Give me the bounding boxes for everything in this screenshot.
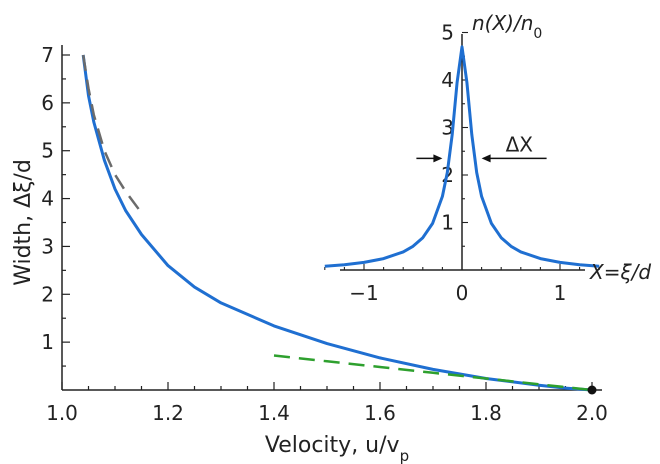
y-tick-label: 4: [41, 187, 54, 211]
inset-x-axis-label: X=ξ/d: [589, 260, 651, 284]
x-tick-label: 2.0: [576, 401, 608, 425]
x-axis-label: Velocity, u/vp: [265, 433, 409, 464]
inset-x-tick-label: −1: [349, 281, 378, 305]
y-tick-label: 1: [41, 330, 54, 354]
y-tick-label: 7: [41, 43, 54, 67]
main-series: [81, 54, 593, 392]
x-axis-label-subscript: p: [400, 447, 410, 464]
inset-annotations: ΔX: [416, 132, 547, 163]
x-tick-label: 1.0: [46, 401, 78, 425]
y-tick-label: 2: [41, 282, 54, 306]
inset-y-tick-label: 5: [441, 21, 454, 45]
inset-series: [324, 45, 600, 268]
x-tick-label: 1.8: [470, 401, 502, 425]
inset-y-tick-label: 1: [441, 211, 454, 235]
x-tick-label: 1.4: [258, 401, 290, 425]
inset-y-axis-label-subscript: 0: [533, 26, 542, 42]
inset-x-tick-label: 1: [554, 281, 567, 305]
main-x-ticks: 1.0 1.2 1.4 1.6 1.8 2.0: [46, 382, 608, 425]
y-tick-label: 5: [41, 139, 54, 163]
main-plot: 1.0 1.2 1.4 1.6 1.8 2.0 1 2 3 4 5 6 7 Velocity, u/v…: [11, 43, 608, 464]
inset-density-curve: [324, 45, 600, 268]
inset-y-axis-label-text: n(X)/n: [472, 11, 533, 35]
width-arrowhead-right: [481, 154, 491, 163]
main-curve: [81, 54, 593, 392]
width-annotation-label: ΔX: [506, 132, 534, 156]
width-arrowhead-left: [433, 154, 443, 163]
inset-y-tick-label: 4: [441, 68, 454, 92]
inset-x-tick-label: 0: [456, 281, 469, 305]
asymptote-dashed-line-2: [273, 354, 593, 392]
x-axis-label-text: Velocity, u/v: [265, 433, 400, 458]
main-markers: [587, 385, 597, 395]
asymptote-dashed-line-1: [81, 54, 143, 214]
main-y-ticks: 1 2 3 4 5 6 7: [41, 43, 70, 367]
y-tick-label: 6: [41, 91, 54, 115]
x-tick-label: 1.6: [364, 401, 396, 425]
inset-y-axis-label: n(X)/n0: [472, 11, 542, 42]
y-tick-label: 3: [41, 234, 54, 258]
x-tick-label: 1.2: [152, 401, 184, 425]
endpoint-marker: [587, 385, 597, 395]
inset-x-ticks: −1 0 1: [324, 264, 600, 305]
y-axis-label: Width, Δξ/d: [11, 159, 36, 286]
